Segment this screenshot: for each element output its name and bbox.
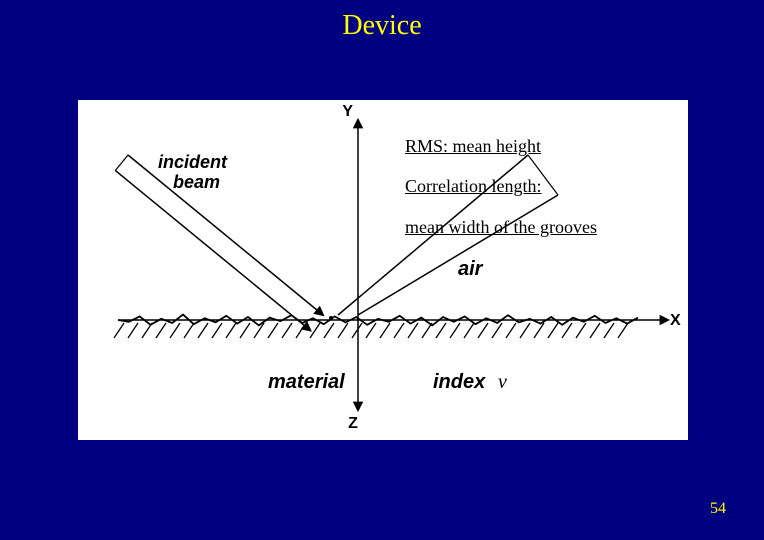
- svg-text:ν: ν: [498, 371, 507, 393]
- svg-text:Y: Y: [342, 103, 353, 120]
- annotation-rms: RMS: mean height: [405, 130, 685, 162]
- svg-text:X: X: [670, 312, 681, 329]
- annotation-grooves: mean width of the grooves: [405, 211, 685, 243]
- svg-text:incident: incident: [158, 152, 228, 172]
- svg-text:Z: Z: [348, 415, 358, 432]
- annotations-block: RMS: mean height Correlation length: mea…: [405, 130, 685, 251]
- svg-text:index: index: [433, 371, 486, 393]
- svg-text:beam: beam: [173, 172, 220, 192]
- svg-text:air: air: [458, 258, 484, 280]
- annotation-correlation: Correlation length:: [405, 170, 685, 202]
- svg-text:material: material: [268, 371, 345, 393]
- page-number: 54: [710, 500, 726, 518]
- slide-title: Device: [0, 10, 764, 42]
